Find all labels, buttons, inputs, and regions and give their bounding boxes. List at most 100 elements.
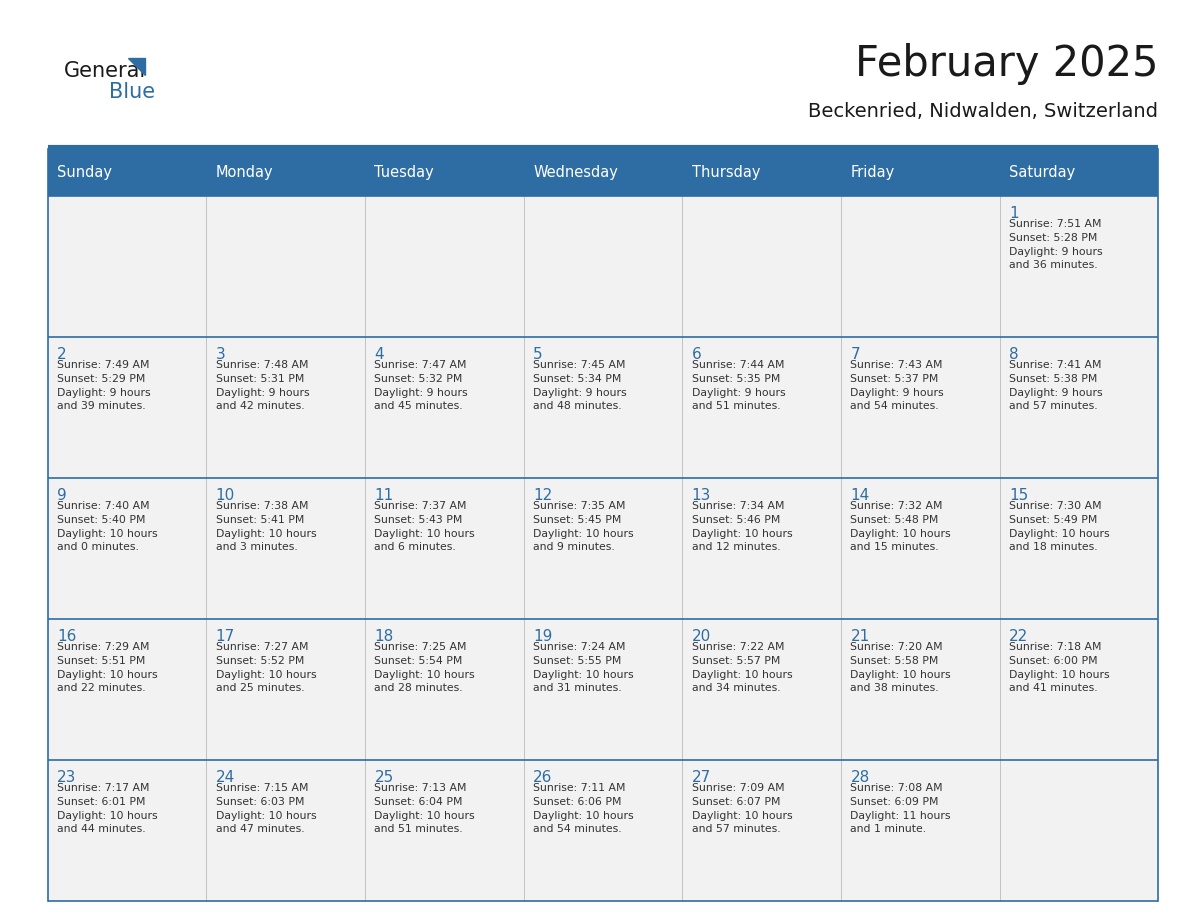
Text: Sunrise: 7:20 AM
Sunset: 5:58 PM
Daylight: 10 hours
and 38 minutes.: Sunrise: 7:20 AM Sunset: 5:58 PM Dayligh…: [851, 643, 952, 693]
Bar: [48, 196, 207, 338]
Text: 19: 19: [533, 629, 552, 644]
Bar: [841, 149, 999, 196]
Text: 27: 27: [691, 769, 710, 785]
Bar: [682, 478, 841, 620]
Text: Sunrise: 7:34 AM
Sunset: 5:46 PM
Daylight: 10 hours
and 12 minutes.: Sunrise: 7:34 AM Sunset: 5:46 PM Dayligh…: [691, 501, 792, 553]
Bar: [999, 620, 1158, 760]
Text: Sunrise: 7:38 AM
Sunset: 5:41 PM
Daylight: 10 hours
and 3 minutes.: Sunrise: 7:38 AM Sunset: 5:41 PM Dayligh…: [216, 501, 316, 553]
Bar: [682, 196, 841, 338]
Bar: [524, 338, 682, 478]
Text: Sunrise: 7:44 AM
Sunset: 5:35 PM
Daylight: 9 hours
and 51 minutes.: Sunrise: 7:44 AM Sunset: 5:35 PM Dayligh…: [691, 361, 785, 411]
Text: 8: 8: [1009, 347, 1019, 362]
Polygon shape: [128, 58, 145, 75]
Text: Sunrise: 7:22 AM
Sunset: 5:57 PM
Daylight: 10 hours
and 34 minutes.: Sunrise: 7:22 AM Sunset: 5:57 PM Dayligh…: [691, 643, 792, 693]
Bar: [841, 478, 999, 620]
Bar: [48, 478, 207, 620]
Text: 24: 24: [216, 769, 235, 785]
Text: Friday: Friday: [851, 165, 895, 180]
Text: 9: 9: [57, 487, 67, 503]
Text: 4: 4: [374, 347, 384, 362]
Text: Sunrise: 7:25 AM
Sunset: 5:54 PM
Daylight: 10 hours
and 28 minutes.: Sunrise: 7:25 AM Sunset: 5:54 PM Dayligh…: [374, 643, 475, 693]
Text: 14: 14: [851, 487, 870, 503]
Text: Sunrise: 7:09 AM
Sunset: 6:07 PM
Daylight: 10 hours
and 57 minutes.: Sunrise: 7:09 AM Sunset: 6:07 PM Dayligh…: [691, 783, 792, 834]
Text: 7: 7: [851, 347, 860, 362]
Text: Beckenried, Nidwalden, Switzerland: Beckenried, Nidwalden, Switzerland: [808, 103, 1158, 121]
Text: 25: 25: [374, 769, 393, 785]
Bar: [682, 620, 841, 760]
Bar: [682, 338, 841, 478]
Bar: [207, 196, 365, 338]
Text: Sunrise: 7:51 AM
Sunset: 5:28 PM
Daylight: 9 hours
and 36 minutes.: Sunrise: 7:51 AM Sunset: 5:28 PM Dayligh…: [1009, 219, 1102, 270]
Text: Blue: Blue: [109, 82, 156, 102]
Text: Thursday: Thursday: [691, 165, 760, 180]
Text: 10: 10: [216, 487, 235, 503]
Bar: [365, 196, 524, 338]
Text: 22: 22: [1009, 629, 1029, 644]
Bar: [365, 760, 524, 901]
Bar: [524, 478, 682, 620]
Text: Sunrise: 7:13 AM
Sunset: 6:04 PM
Daylight: 10 hours
and 51 minutes.: Sunrise: 7:13 AM Sunset: 6:04 PM Dayligh…: [374, 783, 475, 834]
Text: 1: 1: [1009, 206, 1019, 220]
Bar: [524, 760, 682, 901]
Bar: [207, 620, 365, 760]
Bar: [682, 149, 841, 196]
Bar: [524, 196, 682, 338]
Text: Sunrise: 7:45 AM
Sunset: 5:34 PM
Daylight: 9 hours
and 48 minutes.: Sunrise: 7:45 AM Sunset: 5:34 PM Dayligh…: [533, 361, 627, 411]
Text: 11: 11: [374, 487, 393, 503]
Text: Sunrise: 7:35 AM
Sunset: 5:45 PM
Daylight: 10 hours
and 9 minutes.: Sunrise: 7:35 AM Sunset: 5:45 PM Dayligh…: [533, 501, 633, 553]
Text: Sunrise: 7:43 AM
Sunset: 5:37 PM
Daylight: 9 hours
and 54 minutes.: Sunrise: 7:43 AM Sunset: 5:37 PM Dayligh…: [851, 361, 944, 411]
Text: 21: 21: [851, 629, 870, 644]
Bar: [999, 338, 1158, 478]
Bar: [841, 620, 999, 760]
Text: 17: 17: [216, 629, 235, 644]
Text: February 2025: February 2025: [855, 43, 1158, 85]
Text: Sunrise: 7:30 AM
Sunset: 5:49 PM
Daylight: 10 hours
and 18 minutes.: Sunrise: 7:30 AM Sunset: 5:49 PM Dayligh…: [1009, 501, 1110, 553]
Text: 26: 26: [533, 769, 552, 785]
Bar: [999, 760, 1158, 901]
Text: Sunrise: 7:48 AM
Sunset: 5:31 PM
Daylight: 9 hours
and 42 minutes.: Sunrise: 7:48 AM Sunset: 5:31 PM Dayligh…: [216, 361, 309, 411]
Bar: [207, 149, 365, 196]
Text: Sunrise: 7:32 AM
Sunset: 5:48 PM
Daylight: 10 hours
and 15 minutes.: Sunrise: 7:32 AM Sunset: 5:48 PM Dayligh…: [851, 501, 952, 553]
Text: Sunrise: 7:17 AM
Sunset: 6:01 PM
Daylight: 10 hours
and 44 minutes.: Sunrise: 7:17 AM Sunset: 6:01 PM Dayligh…: [57, 783, 158, 834]
Text: Sunrise: 7:49 AM
Sunset: 5:29 PM
Daylight: 9 hours
and 39 minutes.: Sunrise: 7:49 AM Sunset: 5:29 PM Dayligh…: [57, 361, 151, 411]
Text: Sunrise: 7:24 AM
Sunset: 5:55 PM
Daylight: 10 hours
and 31 minutes.: Sunrise: 7:24 AM Sunset: 5:55 PM Dayligh…: [533, 643, 633, 693]
Text: 15: 15: [1009, 487, 1029, 503]
Bar: [682, 760, 841, 901]
Text: Sunrise: 7:41 AM
Sunset: 5:38 PM
Daylight: 9 hours
and 57 minutes.: Sunrise: 7:41 AM Sunset: 5:38 PM Dayligh…: [1009, 361, 1102, 411]
Text: 3: 3: [216, 347, 226, 362]
Text: 6: 6: [691, 347, 701, 362]
Bar: [48, 760, 207, 901]
Text: Monday: Monday: [216, 165, 273, 180]
Bar: [365, 338, 524, 478]
Bar: [999, 196, 1158, 338]
Text: Sunrise: 7:29 AM
Sunset: 5:51 PM
Daylight: 10 hours
and 22 minutes.: Sunrise: 7:29 AM Sunset: 5:51 PM Dayligh…: [57, 643, 158, 693]
Text: Sunrise: 7:15 AM
Sunset: 6:03 PM
Daylight: 10 hours
and 47 minutes.: Sunrise: 7:15 AM Sunset: 6:03 PM Dayligh…: [216, 783, 316, 834]
Text: Wednesday: Wednesday: [533, 165, 618, 180]
Text: 5: 5: [533, 347, 543, 362]
Text: Sunrise: 7:27 AM
Sunset: 5:52 PM
Daylight: 10 hours
and 25 minutes.: Sunrise: 7:27 AM Sunset: 5:52 PM Dayligh…: [216, 643, 316, 693]
Bar: [841, 760, 999, 901]
Text: General: General: [64, 61, 146, 81]
Text: Sunrise: 7:08 AM
Sunset: 6:09 PM
Daylight: 11 hours
and 1 minute.: Sunrise: 7:08 AM Sunset: 6:09 PM Dayligh…: [851, 783, 950, 834]
Bar: [365, 478, 524, 620]
Bar: [365, 620, 524, 760]
Text: Saturday: Saturday: [1009, 165, 1075, 180]
Bar: [48, 149, 207, 196]
Text: 16: 16: [57, 629, 76, 644]
Text: 13: 13: [691, 487, 712, 503]
Bar: [524, 149, 682, 196]
Bar: [207, 478, 365, 620]
Bar: [841, 338, 999, 478]
Bar: [524, 620, 682, 760]
Text: Sunrise: 7:11 AM
Sunset: 6:06 PM
Daylight: 10 hours
and 54 minutes.: Sunrise: 7:11 AM Sunset: 6:06 PM Dayligh…: [533, 783, 633, 834]
Text: Sunrise: 7:18 AM
Sunset: 6:00 PM
Daylight: 10 hours
and 41 minutes.: Sunrise: 7:18 AM Sunset: 6:00 PM Dayligh…: [1009, 643, 1110, 693]
Text: 2: 2: [57, 347, 67, 362]
Text: Sunday: Sunday: [57, 165, 112, 180]
Text: Sunrise: 7:37 AM
Sunset: 5:43 PM
Daylight: 10 hours
and 6 minutes.: Sunrise: 7:37 AM Sunset: 5:43 PM Dayligh…: [374, 501, 475, 553]
Bar: [841, 196, 999, 338]
Bar: [207, 760, 365, 901]
Bar: [999, 478, 1158, 620]
Text: 23: 23: [57, 769, 76, 785]
Text: 28: 28: [851, 769, 870, 785]
Bar: [999, 149, 1158, 196]
